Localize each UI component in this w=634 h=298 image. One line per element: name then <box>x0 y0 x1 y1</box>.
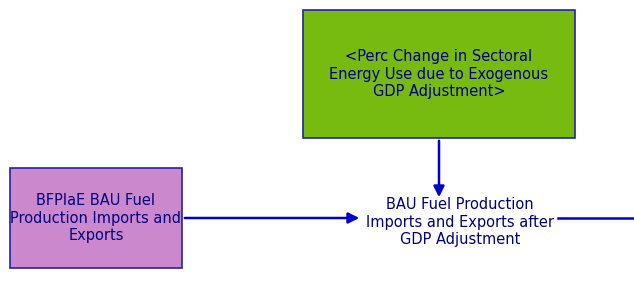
Text: BAU Fuel Production
Imports and Exports after
GDP Adjustment: BAU Fuel Production Imports and Exports … <box>366 197 554 247</box>
Bar <box>10 168 182 268</box>
Bar <box>303 10 575 138</box>
Text: BFPIaE BAU Fuel
Production Imports and
Exports: BFPIaE BAU Fuel Production Imports and E… <box>11 193 181 243</box>
Text: <Perc Change in Sectoral
Energy Use due to Exogenous
GDP Adjustment>: <Perc Change in Sectoral Energy Use due … <box>330 49 548 99</box>
